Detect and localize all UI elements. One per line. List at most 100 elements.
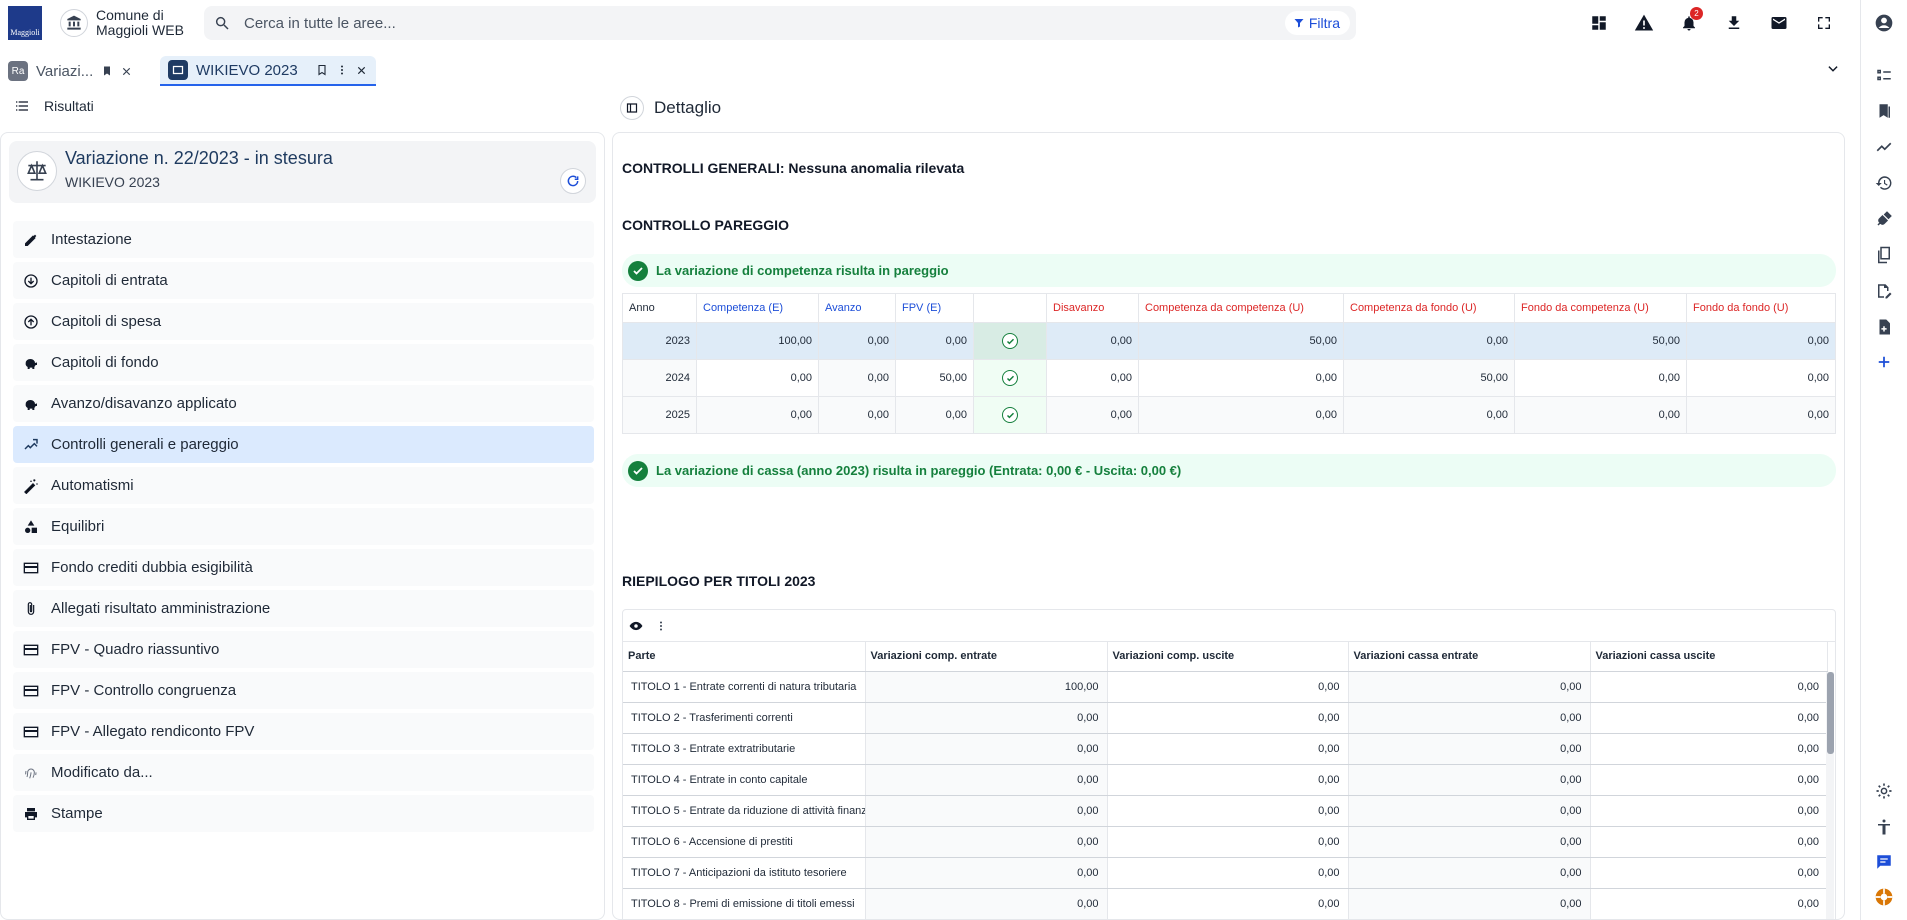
cell: 0,00 [1107,702,1349,734]
menu-controlli-generali[interactable]: Controlli generali e pareggio [13,426,594,463]
settings-icon[interactable] [1873,780,1895,802]
fingerprint-icon [25,768,37,778]
cell: 0,00 [865,702,1108,734]
menu-fpv-allegato[interactable]: FPV - Allegato rendiconto FPV [13,713,594,750]
table-row[interactable]: TITOLO 6 - Accensione di prestiti 0,00 0,0… [623,826,1828,858]
cell: TITOLO 5 - Entrate da riduzione di attiv… [623,795,866,827]
menu-capitoli-fondo[interactable]: Capitoli di fondo [13,344,594,381]
fullscreen-icon[interactable] [1812,11,1836,35]
tab-app-icon: Ra [8,61,28,81]
menu-avanzo-disavanzo[interactable]: Avanzo/disavanzo applicato [13,385,594,422]
table-row[interactable]: TITOLO 8 - Premi di emissione di titoli … [623,888,1828,919]
bank-icon[interactable] [60,9,88,37]
copy-icon[interactable] [1873,244,1895,266]
menu-label: Capitoli di entrata [51,272,168,289]
help-wheel-icon[interactable] [1873,886,1895,908]
notification-badge: 2 [1690,7,1703,20]
cell: 0,00 [1343,396,1515,434]
menu-fpv-quadro[interactable]: FPV - Quadro riassuntivo [13,631,594,668]
account-icon[interactable] [1873,12,1895,34]
checklist-icon[interactable] [1873,64,1895,86]
col-comp-uscite[interactable]: Variazioni comp. uscite [1107,642,1349,672]
col-cassa-entrate[interactable]: Variazioni cassa entrate [1348,642,1591,672]
history-icon[interactable] [1873,172,1895,194]
table-row[interactable]: TITOLO 2 - Trasferimenti correnti 0,00 0,0… [623,702,1828,734]
table-row[interactable]: 2025 0,00 0,00 0,00 0,00 0,00 0,00 0,00 … [622,396,1836,434]
table-row[interactable]: TITOLO 1 - Entrate correnti di natura tr… [623,671,1828,703]
col-parte[interactable]: Parte [623,642,866,672]
plug-icon[interactable] [1873,208,1895,230]
bookmarks-icon[interactable] [1873,100,1895,122]
paperclip-icon [27,601,35,615]
menu-label: FPV - Quadro riassuntivo [51,641,220,658]
close-icon[interactable] [356,65,367,76]
cell: 0,00 [1107,764,1349,796]
warning-icon[interactable] [1632,11,1656,35]
mail-icon[interactable] [1767,11,1791,35]
table-row[interactable]: 2023 100,00 0,00 0,00 0,00 50,00 0,00 50… [622,322,1836,360]
menu-capitoli-spesa[interactable]: Capitoli di spesa [13,303,594,340]
cell: TITOLO 3 - Entrate extratributarie [623,733,866,765]
accessibility-icon[interactable] [1873,816,1895,838]
refresh-button[interactable] [560,168,586,194]
cell: 0,00 [895,322,974,360]
cell: 0,00 [1138,359,1344,397]
cell: 50,00 [1138,322,1344,360]
menu-modificato-da[interactable]: Modificato da... [13,754,594,791]
table-row[interactable]: TITOLO 5 - Entrate da riduzione di attiv… [623,795,1828,827]
menu-fpv-controllo[interactable]: FPV - Controllo congruenza [13,672,594,709]
menu-intestazione[interactable]: Intestazione [13,221,594,258]
download-icon[interactable] [1722,11,1746,35]
cell: 0,00 [1590,888,1828,919]
organization-name[interactable]: Comune di Maggioli WEB [96,8,184,38]
menu-label: Controlli generali e pareggio [51,436,239,453]
tab-wikievo[interactable]: WIKIEVO 2023 [160,56,376,86]
more-vertical-icon[interactable] [655,620,667,632]
add-icon[interactable] [1873,351,1895,373]
cassa-message: La variazione di cassa (anno 2023) risul… [656,463,1182,478]
menu-fondo-crediti[interactable]: Fondo crediti dubbia esigibilità [13,549,594,586]
cell: TITOLO 1 - Entrate correnti di natura tr… [623,671,866,703]
chevron-down-icon[interactable] [1826,62,1840,76]
document-add-icon[interactable] [1873,316,1895,338]
table-row[interactable]: TITOLO 4 - Entrate in conto capitale 0,00… [623,764,1828,796]
menu-automatismi[interactable]: Automatismi [13,467,594,504]
app-logo[interactable]: Maggioli [8,6,42,40]
signature-icon[interactable] [1873,280,1895,302]
trending-icon[interactable] [1873,136,1895,158]
cell: 100,00 [696,322,819,360]
chat-icon[interactable] [1873,851,1895,873]
table-row[interactable]: TITOLO 3 - Entrate extratributarie 0,00 0,… [623,733,1828,765]
filter-button[interactable]: Filtra [1284,11,1350,35]
scrollbar-thumb[interactable] [1827,672,1834,754]
search-input[interactable]: Cerca in tutte le aree... [244,15,396,32]
more-vertical-icon[interactable] [336,64,348,76]
table-row[interactable]: TITOLO 7 - Anticipazioni da istituto tes… [623,857,1828,889]
global-search[interactable]: Cerca in tutte le aree... Filtra [204,6,1356,40]
cell: 0,00 [1107,671,1349,703]
col-cassa-uscite[interactable]: Variazioni cassa uscite [1590,642,1828,672]
tab-variazioni[interactable]: Ra Variazi... [0,56,155,86]
scale-icon [17,151,57,191]
toggle-panel-button[interactable] [620,96,644,120]
menu-stampe[interactable]: Stampe [13,795,594,832]
close-icon[interactable] [121,66,132,77]
bookmark-icon[interactable] [101,65,113,77]
notifications-icon[interactable]: 2 [1677,7,1703,35]
col-comp-entrate[interactable]: Variazioni comp. entrate [865,642,1108,672]
piggy-bank-icon [25,358,37,369]
menu-allegati[interactable]: Allegati risultato amministrazione [13,590,594,627]
dashboard-icon[interactable] [1587,11,1611,35]
controlli-generali-title: CONTROLLI GENERALI: Nessuna anomalia ril… [622,160,965,176]
bookmark-outline-icon[interactable] [316,64,328,76]
eye-icon[interactable] [629,619,643,633]
table-row[interactable]: 2024 0,00 0,00 50,00 0,00 0,00 50,00 0,0… [622,359,1836,397]
cell: 0,00 [1348,857,1591,889]
results-header[interactable]: Risultati [14,98,94,114]
scrollbar-track[interactable] [1826,672,1834,919]
menu-capitoli-entrata[interactable]: Capitoli di entrata [13,262,594,299]
filter-label: Filtra [1308,15,1340,31]
menu-equilibri[interactable]: Equilibri [13,508,594,545]
cell: 0,00 [895,396,974,434]
cell: 0,00 [1107,795,1349,827]
